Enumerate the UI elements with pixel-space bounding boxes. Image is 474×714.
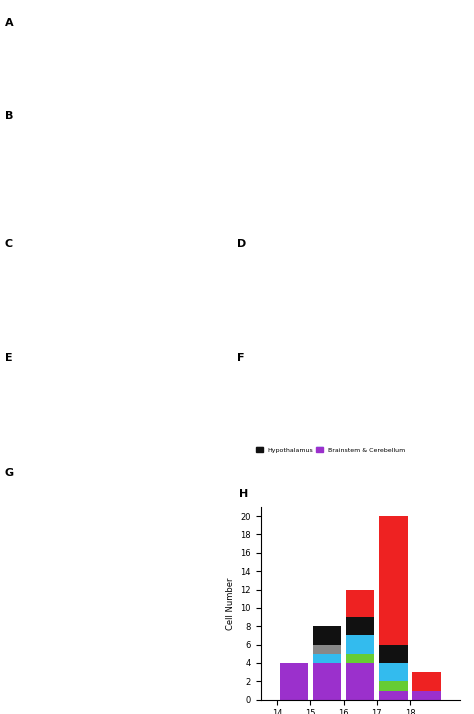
Bar — [346, 617, 374, 635]
Bar — [379, 681, 408, 690]
Y-axis label: Cell Number: Cell Number — [226, 577, 235, 630]
Bar — [379, 645, 408, 663]
Text: G: G — [5, 468, 14, 478]
Bar — [313, 654, 341, 663]
Bar — [379, 663, 408, 681]
Bar — [313, 663, 341, 700]
Text: B: B — [5, 111, 13, 121]
Bar — [346, 654, 374, 663]
Bar — [346, 590, 374, 617]
Bar — [412, 672, 441, 690]
Bar — [346, 663, 374, 700]
Text: D: D — [237, 239, 246, 249]
Text: A: A — [5, 18, 13, 28]
Bar — [346, 635, 374, 654]
Text: E: E — [5, 353, 12, 363]
Text: H: H — [239, 489, 249, 499]
Bar — [313, 626, 341, 645]
Bar — [379, 690, 408, 700]
Bar — [280, 663, 308, 700]
Bar — [412, 690, 441, 700]
Bar — [379, 516, 408, 645]
Text: F: F — [237, 353, 245, 363]
Text: C: C — [5, 239, 13, 249]
Bar — [313, 645, 341, 654]
Legend: Cortex, Thalamus, Hypothalamus, Striatum, Amygdala, Brainstem & Cerebellum: Cortex, Thalamus, Hypothalamus, Striatum… — [254, 429, 408, 455]
